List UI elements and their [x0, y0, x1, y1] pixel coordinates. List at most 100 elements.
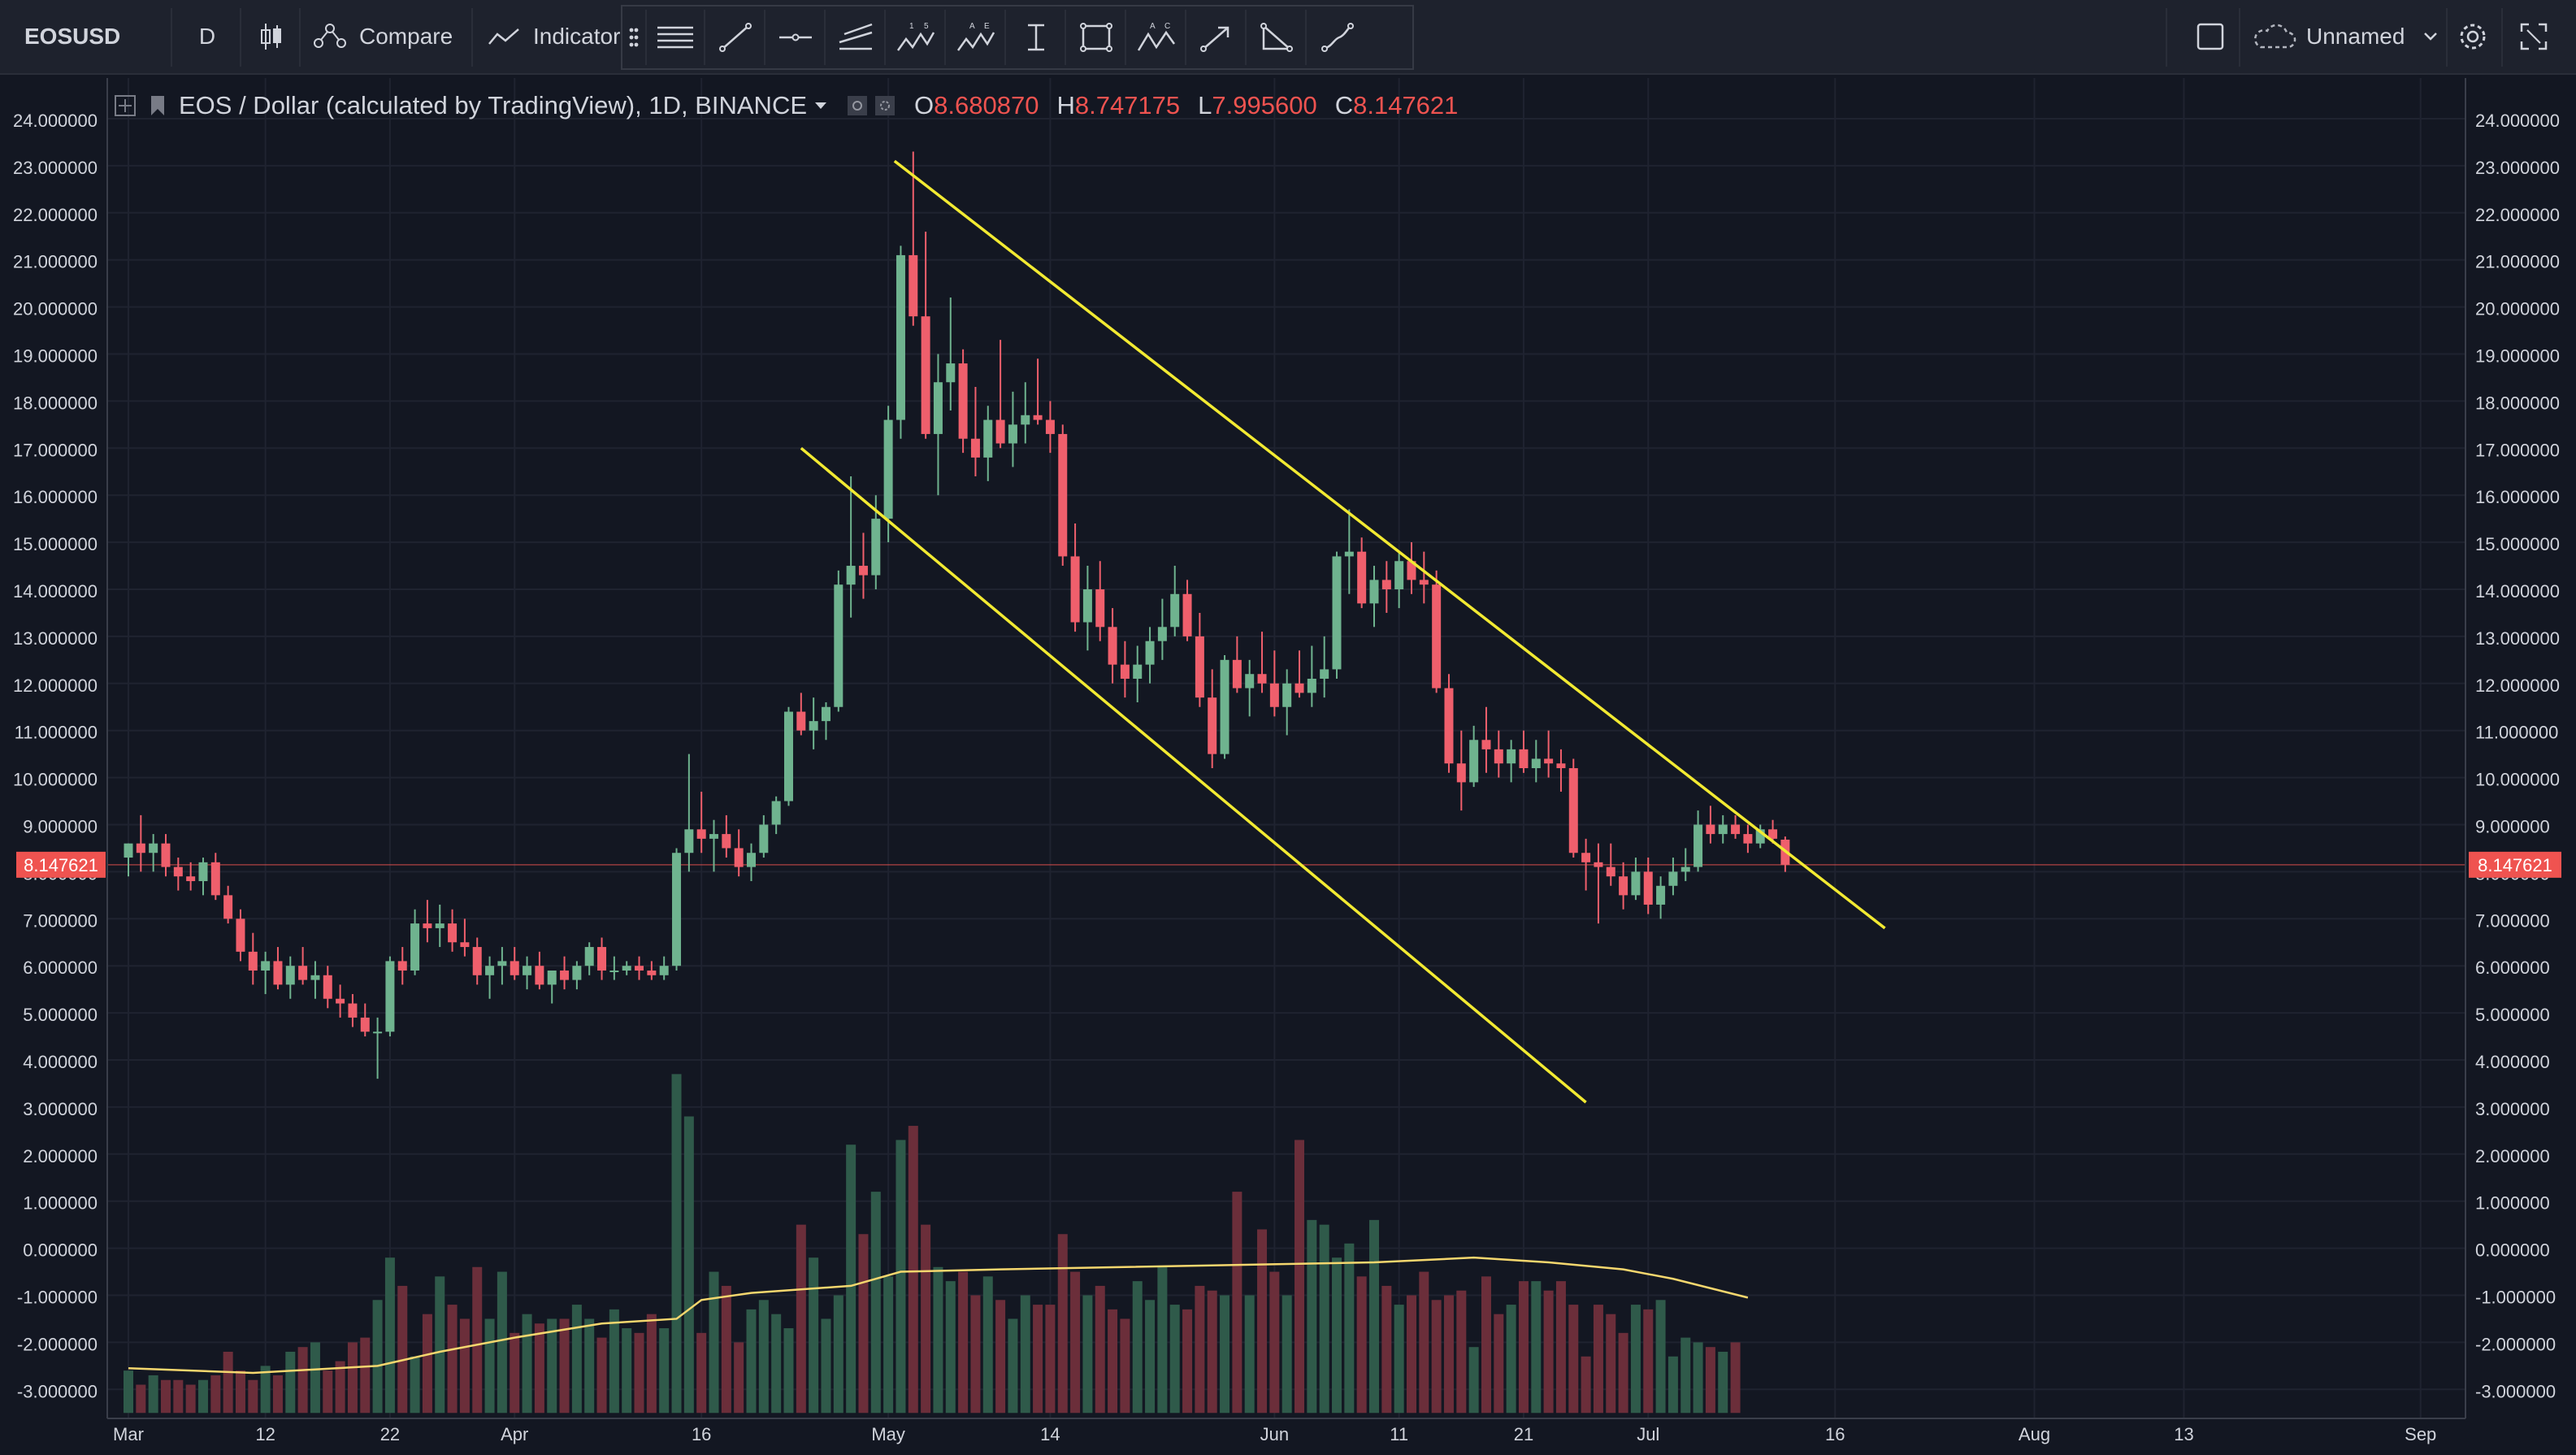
volume-bar	[646, 1314, 657, 1414]
collapse-toggle-icon[interactable]	[114, 94, 137, 117]
y-tick-label-left: 0.000000	[23, 1240, 98, 1261]
x-tick-label: 14	[1040, 1424, 1060, 1444]
candle-body	[223, 895, 233, 919]
y-tick-label-right: 19.000000	[2475, 346, 2560, 367]
volume-bar	[696, 1332, 707, 1414]
y-tick-label-left: 9.000000	[23, 817, 98, 837]
symbol-title[interactable]: EOS / Dollar (calculated by TradingView)…	[179, 91, 808, 119]
horizontal-ray-tool[interactable]	[767, 10, 826, 65]
y-tick-label-left: 16.000000	[13, 487, 98, 507]
candle-body	[1444, 688, 1454, 764]
candle-body	[958, 363, 968, 439]
volume-bar	[1356, 1276, 1367, 1414]
candle-body	[1469, 740, 1479, 783]
candle-body	[373, 1032, 383, 1034]
y-tick-label-right: 24.000000	[2475, 111, 2560, 131]
candle-body	[285, 966, 295, 985]
arrow-tool[interactable]	[1188, 10, 1247, 65]
x-tick-label: 16	[692, 1424, 711, 1444]
candle-body	[348, 1003, 358, 1018]
horizontal-lines-tool[interactable]	[647, 10, 705, 65]
candle-body	[1070, 556, 1080, 623]
volume-bar	[235, 1370, 245, 1414]
y-tick-label-right: 22.000000	[2475, 205, 2560, 225]
bookmark-icon[interactable]	[148, 94, 167, 117]
caret-down-icon[interactable]	[813, 101, 828, 111]
drag-dots-icon	[629, 28, 639, 47]
volume-bar	[410, 1356, 420, 1414]
save-layout-button[interactable]: Unnamed	[2251, 8, 2439, 65]
trendline[interactable]	[800, 446, 1587, 1104]
x-tick-label: 21	[1514, 1424, 1533, 1444]
drag-handle[interactable]	[622, 10, 647, 65]
cursor-text-tool[interactable]	[1008, 10, 1066, 65]
close-value: 8.147621	[1353, 91, 1459, 119]
interval-button[interactable]: D	[195, 8, 219, 65]
toolbar-divider	[2166, 8, 2167, 67]
select-layout-button[interactable]	[2194, 8, 2227, 65]
volume-bar	[1406, 1295, 1416, 1414]
symbol-search[interactable]: EOSUSD	[24, 8, 120, 65]
toolbar-divider	[471, 8, 473, 67]
visibility-icon[interactable]	[846, 94, 869, 117]
candle-body	[1369, 580, 1379, 604]
candle-body	[1058, 433, 1068, 557]
volume-bar	[995, 1300, 1006, 1414]
abcd-pattern-tool[interactable]: A C	[1128, 10, 1186, 65]
candle-body	[572, 966, 582, 980]
trendlines[interactable]	[800, 159, 1886, 1104]
volume-bar	[522, 1314, 532, 1414]
candle-body	[1656, 885, 1666, 905]
volume-bar	[970, 1295, 981, 1414]
volume-bar	[1718, 1351, 1728, 1414]
volume-bar	[783, 1328, 794, 1414]
xabcd-pattern-tool[interactable]: 1 5	[887, 10, 946, 65]
rectangle-tool[interactable]	[1068, 10, 1126, 65]
volume-bar	[1518, 1281, 1529, 1414]
brush-tool[interactable]	[1308, 10, 1367, 65]
candle-body	[1768, 829, 1778, 839]
volume-bar	[422, 1314, 432, 1414]
pitchfork-tool[interactable]	[827, 10, 886, 65]
trendline[interactable]	[893, 159, 1886, 930]
chart-type-button[interactable]	[252, 8, 291, 65]
y-tick-label-right: 21.000000	[2475, 252, 2560, 272]
volume-bar	[148, 1375, 158, 1414]
candle-body	[423, 923, 432, 928]
candle-body	[1182, 593, 1192, 636]
indicators-button[interactable]: Indicator	[488, 8, 620, 65]
triangle-tool[interactable]	[1248, 10, 1307, 65]
volume-bar	[896, 1140, 906, 1414]
elliott-wave-tool[interactable]: A E	[948, 10, 1006, 65]
candle-body	[883, 419, 893, 519]
price-chart[interactable]: 24.000000 24.000000 23.000000 23.000000 22.0…	[0, 75, 2576, 1455]
trend-line-tool[interactable]	[707, 10, 765, 65]
settings-button[interactable]	[2456, 8, 2490, 65]
volume-bar	[596, 1337, 607, 1414]
volume-bar	[260, 1366, 271, 1414]
candle-body	[1594, 862, 1603, 867]
chart-legend: EOS / Dollar (calculated by TradingView)…	[114, 86, 1458, 125]
candle-body	[1568, 768, 1578, 853]
volume-bar	[1419, 1271, 1429, 1414]
volume-bar	[197, 1379, 208, 1414]
candle-body	[622, 966, 631, 971]
candle-body	[298, 966, 308, 980]
volume-bar	[870, 1192, 881, 1414]
settings-small-icon[interactable]	[874, 94, 896, 117]
compare-button[interactable]: Compare	[312, 8, 453, 65]
volume-bar	[858, 1234, 869, 1414]
candle-body	[1145, 641, 1155, 665]
fullscreen-button[interactable]	[2517, 8, 2550, 65]
candle-body	[410, 923, 420, 971]
chart-background	[0, 75, 2576, 1455]
y-tick-label-left: -2.000000	[17, 1334, 98, 1354]
volume-bar	[1195, 1285, 1205, 1414]
y-tick-label-right: 16.000000	[2475, 487, 2560, 507]
y-tick-label-right: 18.000000	[2475, 393, 2560, 413]
volume-bar	[1468, 1347, 1479, 1414]
volume-bar	[447, 1305, 458, 1414]
volume-bar	[534, 1323, 544, 1414]
candle-body	[1120, 664, 1130, 680]
volume-bar	[1568, 1305, 1579, 1414]
